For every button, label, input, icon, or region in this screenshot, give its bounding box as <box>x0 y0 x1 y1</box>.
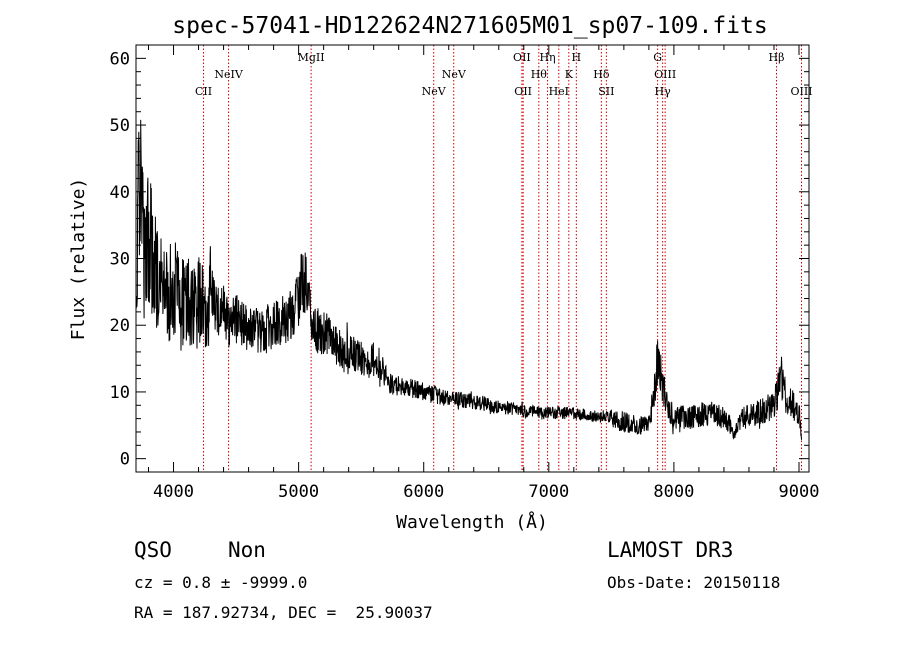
line-label: OII <box>514 85 532 98</box>
y-tick-label: 10 <box>110 383 130 403</box>
line-label: Hθ <box>531 68 548 81</box>
line-label: NeV <box>422 85 447 98</box>
object-class: QSO <box>134 538 172 562</box>
y-tick-label: 0 <box>120 450 130 470</box>
x-tick-label: 5000 <box>278 482 319 502</box>
x-tick-label: 4000 <box>153 482 194 502</box>
line-label: Hβ <box>768 51 784 64</box>
y-tick-label: 30 <box>110 250 130 270</box>
y-tick-label: 20 <box>110 316 130 336</box>
chart-title: spec-57041-HD122624N271605M01_sp07-109.f… <box>172 13 767 39</box>
line-label: H <box>572 51 582 64</box>
y-tick-label: 60 <box>110 49 130 69</box>
x-tick-label: 6000 <box>403 482 444 502</box>
line-label: OIII <box>654 68 676 81</box>
survey-name: LAMOST DR3 <box>607 538 733 562</box>
line-label: G <box>653 51 662 64</box>
spectrum-series <box>136 120 802 440</box>
redshift-text: cz = 0.8 ± -9999.0 <box>134 573 307 592</box>
line-label: CII <box>195 85 212 98</box>
line-label: HeI <box>549 85 569 98</box>
line-label: MgII <box>298 51 325 64</box>
line-label: Hδ <box>593 68 610 81</box>
obs-date: Obs-Date: 20150118 <box>607 573 780 592</box>
x-tick-label: 9000 <box>779 482 820 502</box>
line-label: Hγ <box>655 85 672 98</box>
line-label: NeIV <box>214 68 243 81</box>
x-tick-label: 7000 <box>528 482 569 502</box>
object-subclass: Non <box>228 538 266 562</box>
line-label: Hη <box>539 51 555 64</box>
line-label: OII <box>513 51 531 64</box>
spectrum-line <box>136 120 802 440</box>
line-label: K <box>565 68 574 81</box>
axes: 4000 5000 6000 7000 8000 9000 0 10 20 30 40 50 60 <box>110 45 820 502</box>
x-tick-label: 8000 <box>653 482 694 502</box>
line-label: SII <box>598 85 614 98</box>
line-label: NeV <box>442 68 467 81</box>
x-axis-label: Wavelength (Å) <box>396 511 548 533</box>
y-axis-label: Flux (relative) <box>68 178 89 341</box>
y-tick-label: 40 <box>110 183 130 203</box>
y-tick-label: 50 <box>110 116 130 136</box>
coordinates-text: RA = 187.92734, DEC = 25.90037 <box>134 603 433 622</box>
